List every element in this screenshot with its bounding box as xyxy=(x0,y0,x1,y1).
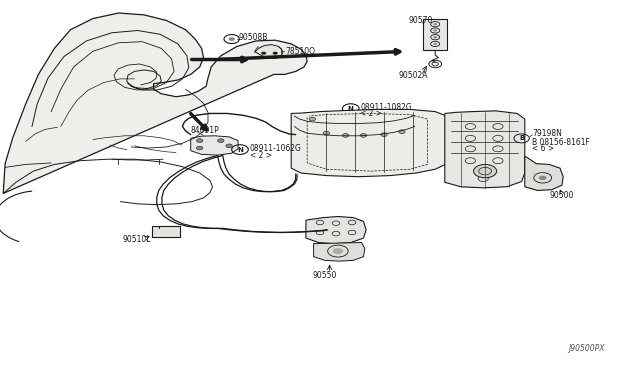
Text: 78510Q: 78510Q xyxy=(285,47,316,56)
Circle shape xyxy=(360,134,367,137)
Text: 08911-1082G: 08911-1082G xyxy=(360,103,412,112)
Circle shape xyxy=(273,52,278,55)
Text: 79198N: 79198N xyxy=(532,129,563,138)
Text: 90508B: 90508B xyxy=(238,33,268,42)
Circle shape xyxy=(433,36,437,38)
Polygon shape xyxy=(191,136,238,155)
Text: < 2 >: < 2 > xyxy=(250,151,271,160)
Text: 90550: 90550 xyxy=(312,271,337,280)
Text: N: N xyxy=(237,147,243,153)
Text: 90500: 90500 xyxy=(549,191,573,200)
Circle shape xyxy=(226,144,232,148)
Circle shape xyxy=(433,43,437,45)
Text: N: N xyxy=(348,106,354,112)
Text: J90500PX: J90500PX xyxy=(568,344,605,353)
Polygon shape xyxy=(525,156,563,190)
Circle shape xyxy=(196,146,203,150)
Circle shape xyxy=(474,164,497,178)
Circle shape xyxy=(342,134,349,137)
Text: B: B xyxy=(519,135,524,141)
Text: 90502A: 90502A xyxy=(398,71,428,80)
Polygon shape xyxy=(445,111,525,188)
Circle shape xyxy=(433,29,437,32)
Circle shape xyxy=(309,117,316,121)
Text: 84691P: 84691P xyxy=(191,126,220,135)
Polygon shape xyxy=(291,109,447,177)
Polygon shape xyxy=(306,217,366,244)
Text: 08911-1062G: 08911-1062G xyxy=(250,144,301,153)
Text: B 08156-8161F: B 08156-8161F xyxy=(532,138,590,147)
Circle shape xyxy=(228,37,235,41)
Circle shape xyxy=(381,133,387,137)
Circle shape xyxy=(261,52,266,55)
Circle shape xyxy=(323,131,330,135)
Text: 90570: 90570 xyxy=(408,16,433,25)
Polygon shape xyxy=(3,13,307,193)
Polygon shape xyxy=(314,243,365,261)
Circle shape xyxy=(399,130,405,134)
FancyBboxPatch shape xyxy=(152,226,180,237)
Circle shape xyxy=(196,139,203,142)
Text: < 6 >: < 6 > xyxy=(532,144,555,153)
Text: < 2 >: < 2 > xyxy=(360,109,382,118)
Text: 90510L: 90510L xyxy=(123,235,152,244)
Circle shape xyxy=(539,176,547,180)
Circle shape xyxy=(433,23,437,25)
Polygon shape xyxy=(255,45,283,58)
Circle shape xyxy=(333,248,343,254)
FancyBboxPatch shape xyxy=(423,19,447,50)
Circle shape xyxy=(218,139,224,142)
